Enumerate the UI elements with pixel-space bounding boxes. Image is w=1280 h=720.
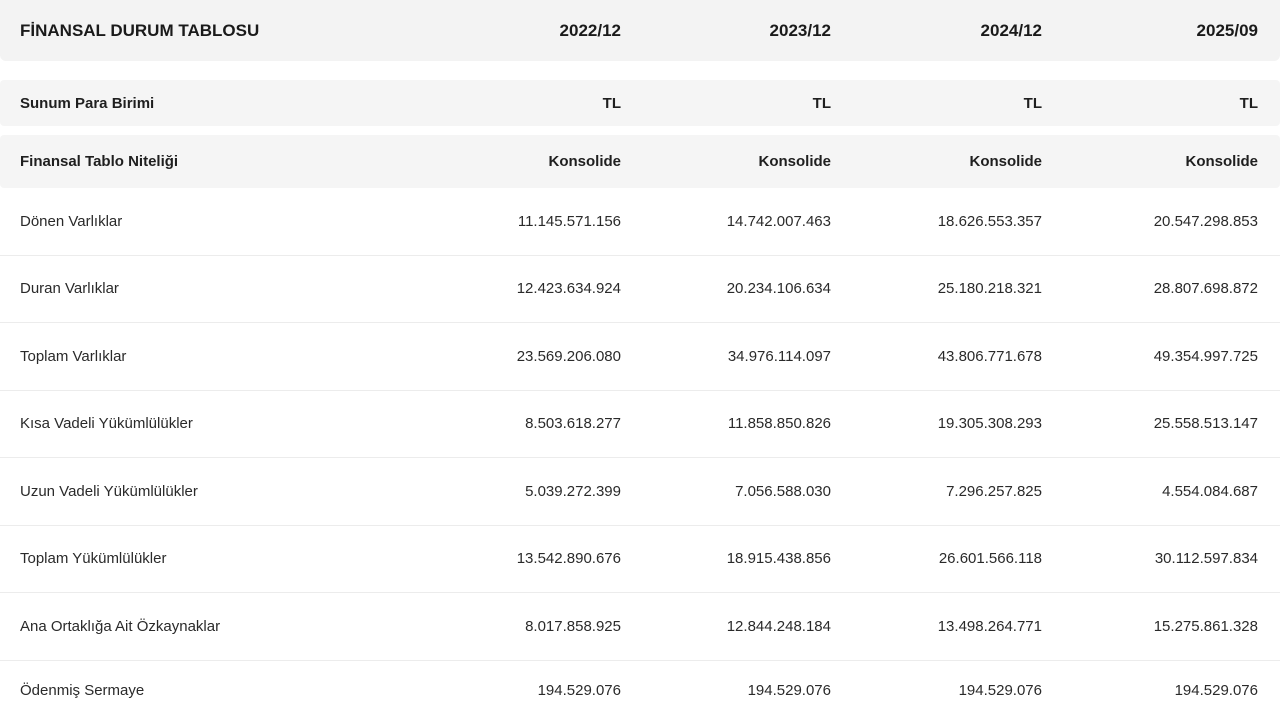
- row-value: TL: [1239, 94, 1258, 112]
- row-value: 26.601.566.118: [938, 550, 1042, 568]
- table-title: FİNANSAL DURUM TABLOSU: [20, 20, 260, 40]
- row-value: 11.145.571.156: [517, 212, 621, 230]
- row-value: 19.305.308.293: [937, 415, 1042, 433]
- statement-type-row: Finansal Tablo Niteliği Konsolide Konsol…: [0, 135, 1280, 188]
- row-value: TL: [812, 94, 831, 112]
- row-label: Kısa Vadeli Yükümlülükler: [20, 415, 193, 433]
- row-value: Konsolide: [1185, 153, 1258, 170]
- row-value: 8.503.618.277: [525, 415, 621, 433]
- row-label: Ana Ortaklığa Ait Özkaynaklar: [20, 617, 221, 635]
- presentation-currency-row: Sunum Para Birimi TL TL TL TL: [0, 80, 1280, 126]
- row-value: 5.039.272.399: [525, 482, 621, 500]
- table-row[interactable]: Kısa Vadeli Yükümlülükler 8.503.618.277 …: [0, 391, 1280, 458]
- row-value: 194.529.076: [1174, 681, 1258, 699]
- table-row[interactable]: Dönen Varlıklar 11.145.571.156 14.742.00…: [0, 188, 1280, 256]
- row-value: 7.296.257.825: [946, 482, 1042, 500]
- row-value: 25.180.218.321: [937, 280, 1042, 298]
- row-value: 18.626.553.357: [937, 212, 1042, 230]
- row-label: Ödenmiş Sermaye: [20, 681, 145, 699]
- row-value: 11.858.850.826: [727, 415, 831, 433]
- table-row[interactable]: Duran Varlıklar 12.423.634.924 20.234.10…: [0, 256, 1280, 323]
- table-row[interactable]: Toplam Varlıklar 23.569.206.080 34.976.1…: [0, 323, 1280, 391]
- row-value: 23.569.206.080: [516, 347, 621, 365]
- row-value: 20.234.106.634: [726, 280, 831, 298]
- row-value: 8.017.858.925: [525, 617, 621, 635]
- row-value: 12.844.248.184: [726, 617, 831, 635]
- row-value: 28.807.698.872: [1153, 280, 1258, 298]
- row-label: Dönen Varlıklar: [20, 212, 123, 230]
- row-value: 18.915.438.856: [726, 550, 831, 568]
- period-header-2022-12[interactable]: 2022/12: [559, 20, 621, 40]
- row-value: 194.529.076: [958, 681, 1042, 699]
- row-label: Finansal Tablo Niteliği: [20, 153, 179, 170]
- row-value: 4.554.084.687: [1162, 482, 1258, 500]
- table-row[interactable]: Ana Ortaklığa Ait Özkaynaklar 8.017.858.…: [0, 593, 1280, 661]
- row-value: Konsolide: [969, 153, 1042, 170]
- table-row[interactable]: Uzun Vadeli Yükümlülükler 5.039.272.399 …: [0, 458, 1280, 526]
- row-label: Toplam Yükümlülükler: [20, 550, 167, 568]
- row-value: 7.056.588.030: [735, 482, 831, 500]
- row-value: 25.558.513.147: [1153, 415, 1258, 433]
- period-header-2023-12[interactable]: 2023/12: [769, 20, 831, 40]
- row-value: 194.529.076: [747, 681, 831, 699]
- row-value: TL: [1023, 94, 1042, 112]
- row-label: Sunum Para Birimi: [20, 94, 155, 112]
- row-value: 20.547.298.853: [1153, 212, 1258, 230]
- row-value: 34.976.114.097: [727, 347, 831, 365]
- row-value: 14.742.007.463: [726, 212, 831, 230]
- row-label: Uzun Vadeli Yükümlülükler: [20, 482, 198, 500]
- row-value: 49.354.997.725: [1153, 347, 1258, 365]
- table-row[interactable]: Toplam Yükümlülükler 13.542.890.676 18.9…: [0, 526, 1280, 593]
- row-value: 15.275.861.328: [1153, 617, 1258, 635]
- row-label: Duran Varlıklar: [20, 280, 119, 298]
- row-value: Konsolide: [548, 153, 621, 170]
- row-value: 43.806.771.678: [937, 347, 1042, 365]
- row-value: TL: [602, 94, 621, 112]
- period-header-2025-09[interactable]: 2025/09: [1196, 20, 1258, 40]
- row-value: 13.542.890.676: [516, 550, 621, 568]
- row-label: Toplam Varlıklar: [20, 347, 127, 365]
- table-row[interactable]: Ödenmiş Sermaye 194.529.076 194.529.076 …: [0, 661, 1280, 720]
- row-value: 30.112.597.834: [1154, 550, 1258, 568]
- row-value: Konsolide: [758, 153, 831, 170]
- row-value: 194.529.076: [537, 681, 621, 699]
- row-value: 13.498.264.771: [937, 617, 1042, 635]
- row-value: 12.423.634.924: [516, 280, 621, 298]
- period-header-2024-12[interactable]: 2024/12: [980, 20, 1042, 40]
- table-header-row: FİNANSAL DURUM TABLOSU 2022/12 2023/12 2…: [0, 0, 1280, 61]
